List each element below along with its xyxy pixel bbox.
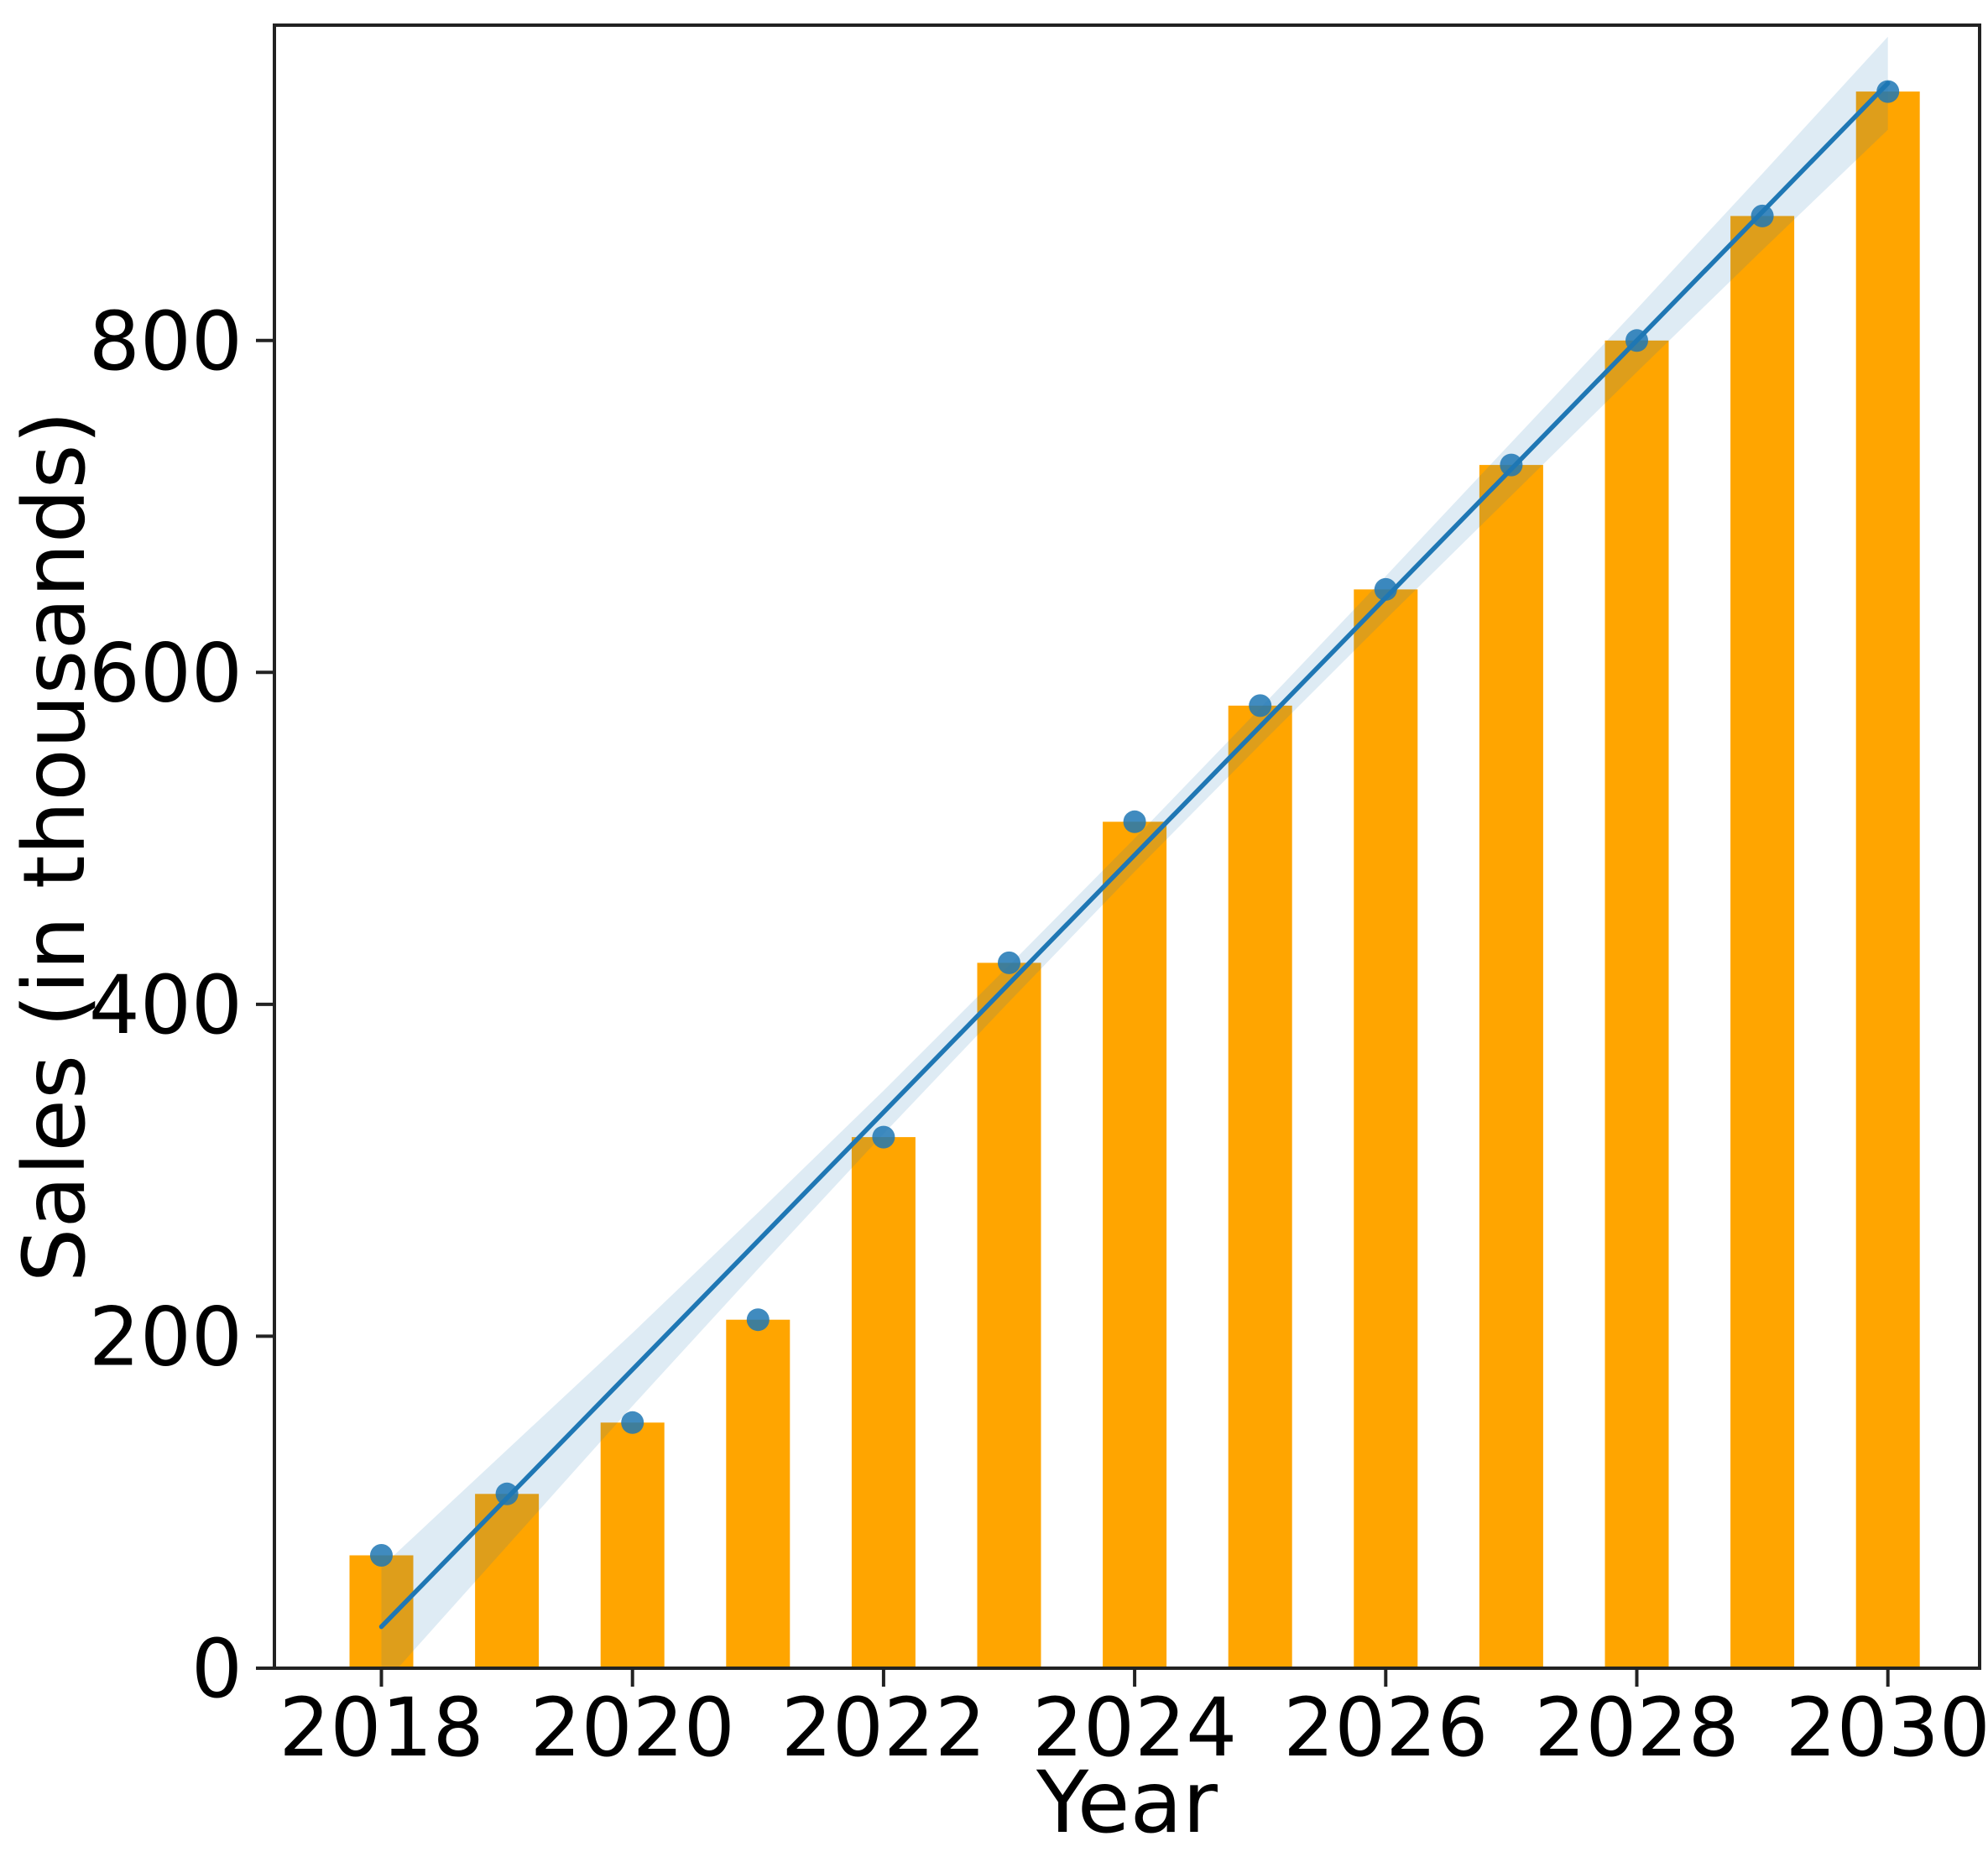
scatter-point-2028 — [1625, 329, 1648, 352]
scatter-point-2020 — [621, 1411, 644, 1434]
y-tick-label-400: 400 — [89, 958, 243, 1052]
x-axis-label: Year — [1036, 1753, 1218, 1853]
bar-2027 — [1479, 465, 1543, 1668]
x-tick-label-2028: 2028 — [1534, 1681, 1739, 1775]
bar-2029 — [1730, 216, 1795, 1668]
bar-2021 — [726, 1319, 791, 1668]
scatter-point-2018 — [370, 1544, 393, 1567]
y-axis-label: Sales (in thousands) — [5, 411, 105, 1283]
bar-2023 — [977, 962, 1041, 1668]
ticks-group: 0 200 400 600 800 2018 2020 2022 2024 2026 2028 203… — [89, 295, 1988, 1775]
y-tick-label-800: 800 — [89, 295, 243, 389]
bar-2025 — [1228, 705, 1292, 1668]
scatter-point-2024 — [1123, 810, 1146, 833]
scatter-point-2025 — [1249, 694, 1272, 717]
x-tick-label-2020: 2020 — [530, 1681, 735, 1775]
scatter-point-2021 — [746, 1308, 770, 1332]
scatter-point-2027 — [1500, 453, 1523, 477]
scatter-point-2019 — [495, 1482, 519, 1505]
x-tick-label-2030: 2030 — [1786, 1681, 1988, 1775]
y-tick-label-600: 600 — [89, 626, 243, 720]
bar-2022 — [851, 1137, 916, 1668]
y-tick-label-0: 0 — [191, 1622, 243, 1716]
x-tick-label-2018: 2018 — [279, 1681, 483, 1775]
bar-2028 — [1604, 340, 1669, 1668]
x-tick-label-2024: 2024 — [1032, 1681, 1237, 1775]
scatter-point-2023 — [998, 951, 1020, 974]
bar-2024 — [1103, 822, 1167, 1668]
scatter-point-2030 — [1876, 80, 1900, 103]
y-tick-label-200: 200 — [89, 1290, 243, 1384]
scatter-point-2026 — [1374, 577, 1397, 601]
bar-2026 — [1354, 589, 1418, 1668]
scatter-point-2022 — [872, 1125, 895, 1149]
x-tick-label-2022: 2022 — [781, 1681, 986, 1775]
scatter-group — [370, 80, 1900, 1567]
bar-2018 — [349, 1555, 414, 1668]
bar-2030 — [1855, 91, 1920, 1669]
bar-2020 — [600, 1422, 665, 1668]
x-tick-label-2026: 2026 — [1283, 1681, 1488, 1775]
scatter-point-2029 — [1751, 204, 1774, 227]
plot-border — [273, 23, 1981, 1670]
bars-group — [349, 91, 1920, 1669]
